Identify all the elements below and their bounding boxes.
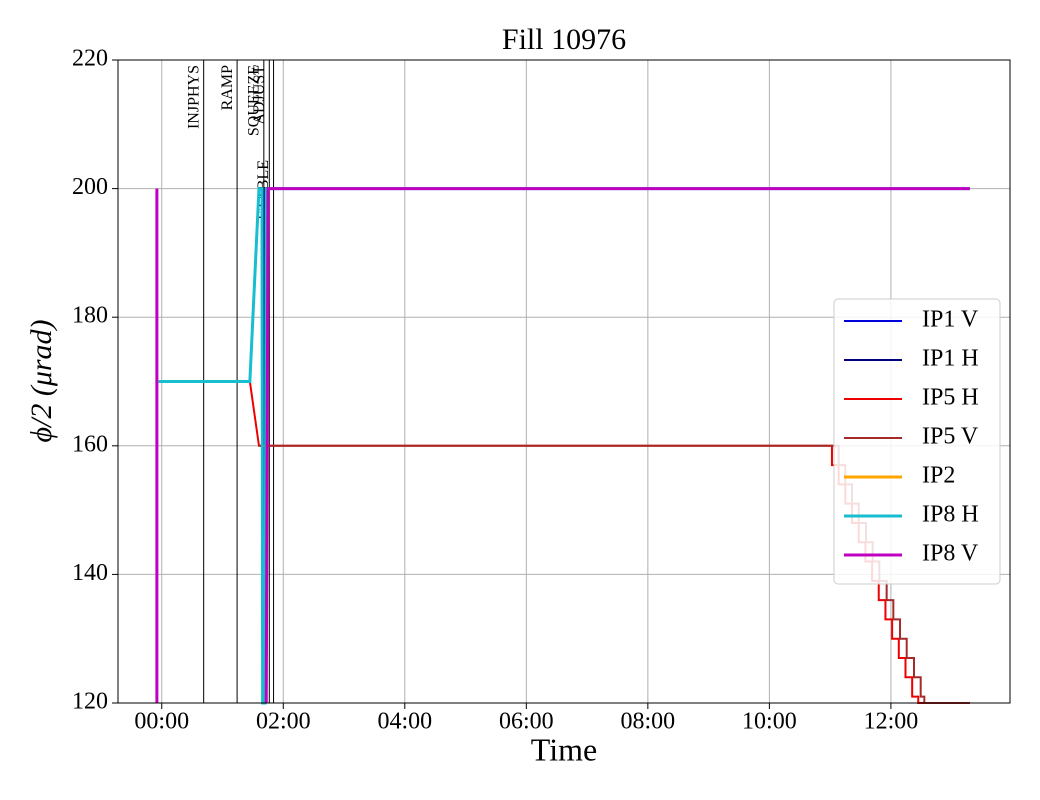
legend-label: IP1 V [922, 307, 979, 333]
x-axis-label: Time [531, 731, 597, 767]
y-tick-label: 200 [72, 174, 108, 200]
legend-box [833, 298, 1001, 585]
x-tick-label: 12:00 [864, 709, 919, 735]
y-tick-label: 220 [72, 46, 108, 72]
phase-label: ADJUST [251, 65, 268, 125]
chart-title: Fill 10976 [502, 23, 626, 56]
legend-label: IP5 V [922, 424, 979, 450]
x-tick-label: 00:00 [134, 709, 189, 735]
y-tick-label: 180 [72, 303, 108, 329]
x-tick-label: 02:00 [256, 709, 311, 735]
phase-label: RAMP [219, 65, 236, 110]
phase-label: SQUEEZE [246, 65, 263, 136]
legend-label: IP1 H [922, 346, 979, 372]
plot-frame [117, 59, 1011, 704]
x-tick-label: 06:00 [499, 709, 554, 735]
x-tick-label: 10:00 [742, 709, 797, 735]
series-line [155, 187, 970, 704]
legend-label: IP8 H [922, 502, 979, 528]
phase-label: INJPHYS [185, 65, 202, 129]
y-tick-label: 140 [72, 560, 108, 586]
legend-label: IP5 H [922, 385, 979, 411]
y-axis-label: ϕ/2 (μrad) [25, 319, 58, 442]
series-line [158, 187, 970, 705]
legend-label: IP2 [922, 463, 955, 489]
y-tick-label: 120 [72, 689, 108, 715]
x-tick-label: 04:00 [377, 709, 432, 735]
y-tick-label: 160 [72, 431, 108, 457]
legend-label: IP8 V [922, 541, 979, 567]
x-tick-label: 08:00 [621, 709, 676, 735]
